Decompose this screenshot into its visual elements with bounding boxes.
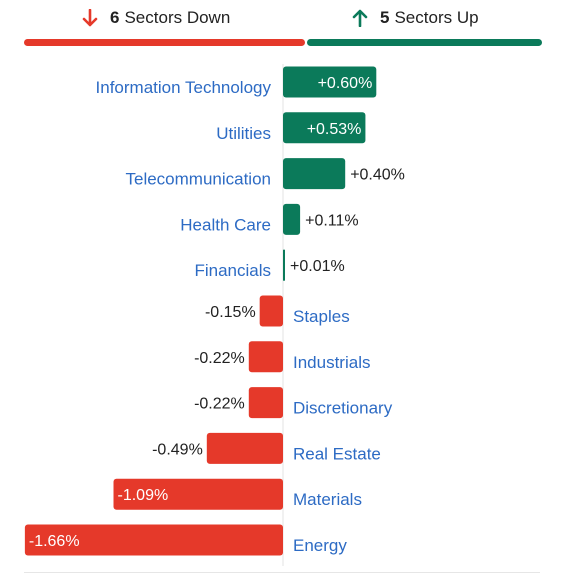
value-label: +0.53% [307, 121, 362, 138]
value-label: +0.40% [350, 167, 405, 184]
bar-energy[interactable] [24, 524, 284, 556]
bar-discretionary[interactable] [248, 387, 283, 419]
value-label: -1.66% [29, 533, 80, 550]
category-label[interactable]: Utilities [216, 124, 271, 143]
bar-health-care[interactable] [283, 203, 301, 235]
bar-real-estate[interactable] [206, 432, 283, 464]
value-label: +0.01% [290, 258, 345, 275]
category-label[interactable]: Discretionary [293, 399, 393, 418]
bar-staples[interactable] [259, 295, 283, 327]
value-label: -0.49% [152, 441, 203, 458]
category-label[interactable]: Energy [293, 536, 347, 555]
value-label: -0.22% [194, 396, 245, 413]
value-label: +0.60% [318, 75, 373, 92]
sectors-down-label: Sectors Down [124, 8, 231, 27]
arrow-down-icon [82, 9, 98, 27]
category-label[interactable]: Financials [194, 261, 271, 280]
category-label[interactable]: Industrials [293, 353, 370, 372]
bottom-divider [24, 572, 540, 573]
value-label: +0.11% [305, 212, 359, 229]
value-label: -0.22% [194, 350, 245, 367]
value-label: -1.09% [118, 487, 169, 504]
bar-information-technology[interactable] [283, 66, 377, 98]
category-label[interactable]: Real Estate [293, 444, 381, 463]
category-label[interactable]: Information Technology [96, 78, 272, 97]
sectors-up-count: 5 [380, 8, 390, 27]
sectors-down-summary: 6 Sectors Down [82, 4, 230, 32]
bar-telecommunication[interactable] [283, 158, 346, 190]
sectors-up-label: Sectors Up [394, 8, 479, 27]
category-label[interactable]: Staples [293, 307, 350, 326]
arrow-up-icon [352, 9, 368, 27]
sectors-down-bar [24, 39, 305, 46]
sectors-up-bar [307, 39, 542, 46]
bar-utilities[interactable] [283, 112, 366, 144]
category-label[interactable]: Health Care [180, 215, 271, 234]
sectors-down-count: 6 [110, 8, 120, 27]
category-label[interactable]: Telecommunication [125, 170, 271, 189]
value-label: -0.15% [205, 304, 256, 321]
bar-industrials[interactable] [248, 341, 283, 373]
sectors-up-summary: 5 Sectors Up [352, 4, 479, 32]
category-label[interactable]: Materials [293, 490, 362, 509]
bar-financials[interactable] [283, 249, 285, 281]
bar-materials[interactable] [113, 478, 283, 510]
